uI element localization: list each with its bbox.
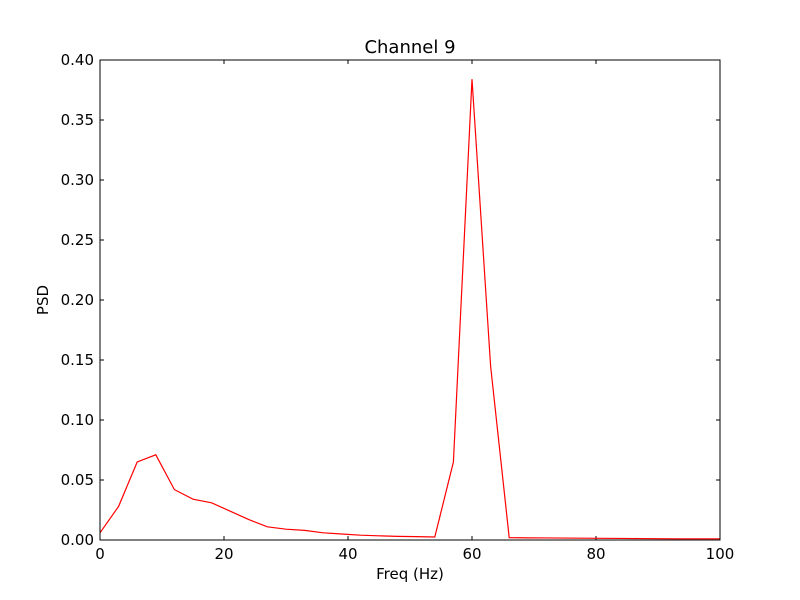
- y-tick-label: 0.40: [61, 51, 94, 69]
- x-tick-label: 0: [95, 545, 105, 563]
- x-axis: 0 20 40 60 80 100: [95, 60, 734, 563]
- y-axis: 0.00 0.05 0.10 0.15 0.20 0.25 0.30 0.35 0.40: [61, 51, 720, 549]
- x-axis-label: Freq (Hz): [376, 565, 444, 583]
- y-tick-label: 0.25: [61, 231, 94, 249]
- x-tick-label: 40: [338, 545, 357, 563]
- y-tick-label: 0.05: [61, 471, 94, 489]
- y-tick-label: 0.35: [61, 111, 94, 129]
- x-tick-label: 100: [706, 545, 735, 563]
- x-tick-label: 60: [462, 545, 481, 563]
- y-tick-label: 0.15: [61, 351, 94, 369]
- y-tick-label: 0.10: [61, 411, 94, 429]
- x-tick-label: 20: [214, 545, 233, 563]
- y-tick-label: 0.20: [61, 291, 94, 309]
- chart-title: Channel 9: [364, 37, 455, 58]
- series-line: [99, 79, 720, 540]
- x-tick-label: 80: [586, 545, 605, 563]
- y-axis-label: PSD: [34, 285, 52, 315]
- plot-frame: [99, 59, 721, 541]
- y-tick-label: 0.30: [61, 171, 94, 189]
- y-tick-label: 0.00: [61, 531, 94, 549]
